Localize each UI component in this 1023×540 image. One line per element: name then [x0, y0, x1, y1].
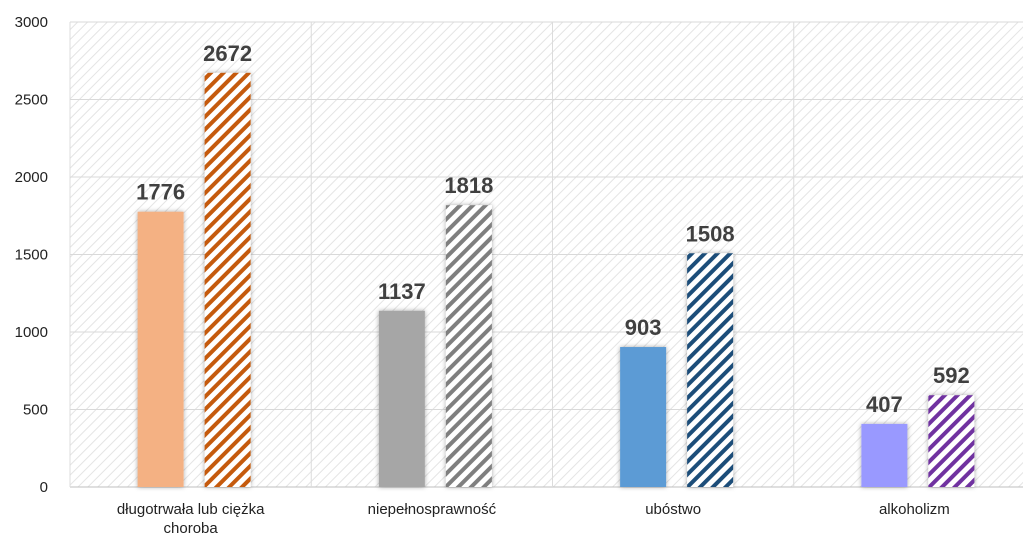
bar — [445, 205, 492, 487]
y-tick-label: 2500 — [15, 92, 48, 109]
data-label: 407 — [866, 392, 903, 417]
data-label: 1818 — [444, 173, 493, 198]
bar — [204, 72, 251, 487]
x-category-label: długotrwała lub ciężka — [117, 501, 265, 518]
y-tick-label: 1000 — [15, 324, 48, 341]
x-category-label: ubóstwo — [645, 501, 701, 518]
x-category-label: niepełnosprawność — [368, 501, 497, 518]
bar — [861, 423, 908, 487]
y-tick-label: 3000 — [15, 14, 48, 31]
data-label: 592 — [933, 363, 970, 388]
bar — [378, 310, 425, 487]
data-labels: 1776 2672 1137 1818 903 1508 407 592 — [136, 41, 970, 417]
bar — [687, 253, 734, 487]
x-category-label: alkoholizm — [879, 501, 950, 518]
x-axis: długotrwała lub ciężka choroba niepełnospr… — [117, 501, 950, 537]
y-tick-label: 1500 — [15, 247, 48, 264]
data-label: 2672 — [203, 41, 252, 66]
bar — [620, 347, 667, 487]
data-label: 1776 — [136, 180, 185, 205]
bar — [137, 211, 184, 487]
x-category-label: choroba — [164, 520, 219, 537]
bar — [928, 395, 975, 487]
data-label: 1137 — [378, 279, 426, 304]
bars — [137, 72, 975, 487]
y-tick-label: 0 — [40, 479, 48, 496]
y-tick-label: 500 — [23, 402, 48, 419]
y-tick-label: 2000 — [15, 169, 48, 186]
data-label: 1508 — [686, 221, 735, 246]
y-axis: 0 500 1000 1500 2000 2500 3000 — [15, 14, 48, 496]
data-label: 903 — [625, 315, 662, 340]
